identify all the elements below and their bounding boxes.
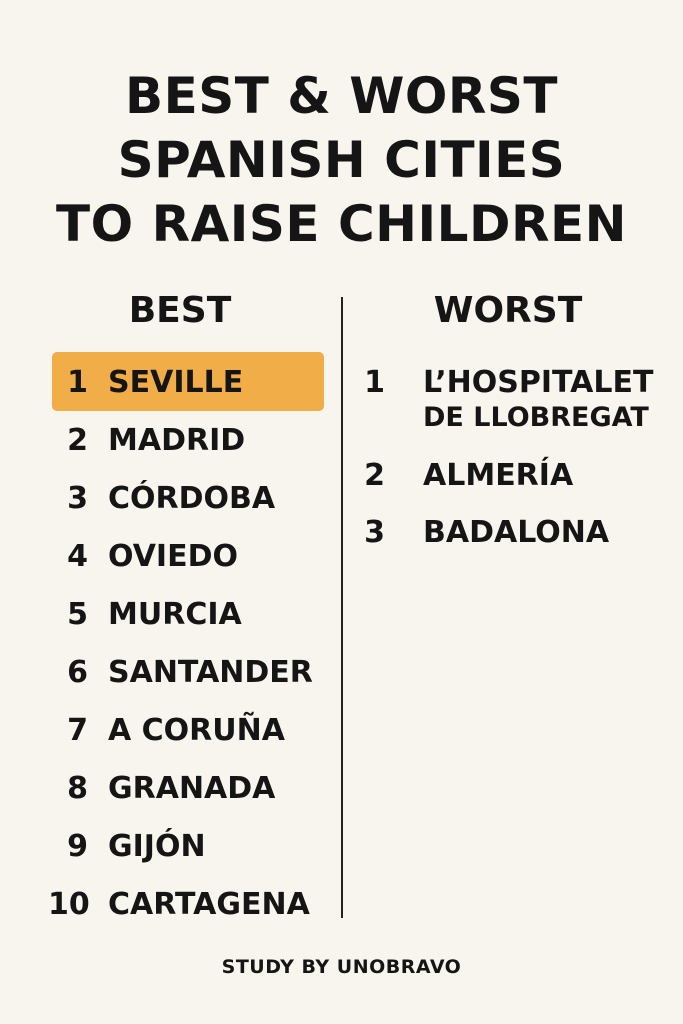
column-divider xyxy=(341,297,343,918)
city-name: L’HOSPITALET xyxy=(423,365,654,400)
rank-number: 1 xyxy=(364,365,385,400)
rank-number: 10 xyxy=(48,887,90,922)
rank-number: 3 xyxy=(364,515,385,550)
city-name: BADALONA xyxy=(423,515,610,550)
rank-number: 3 xyxy=(67,481,88,516)
title-line-2: SPANISH CITIES xyxy=(117,131,566,189)
city-name: SEVILLE xyxy=(108,365,244,400)
title-line-1: BEST & WORST xyxy=(124,67,559,125)
city-name: GIJÓN xyxy=(108,829,206,864)
city-name: CARTAGENA xyxy=(108,887,310,922)
best-heading: BEST xyxy=(128,290,232,331)
city-name: GRANADA xyxy=(108,771,276,806)
top-rank-highlight xyxy=(52,352,324,411)
city-name: CÓRDOBA xyxy=(108,481,276,516)
city-name-line-2: DE LLOBREGAT xyxy=(423,402,649,433)
city-name: MURCIA xyxy=(108,597,242,632)
rank-number: 6 xyxy=(67,655,88,690)
city-name: OVIEDO xyxy=(108,539,238,574)
city-name: ALMERÍA xyxy=(423,458,574,493)
title-line-3: TO RAISE CHILDREN xyxy=(56,195,627,253)
city-name: MADRID xyxy=(108,423,246,458)
rank-number: 9 xyxy=(67,829,88,864)
rank-number: 8 xyxy=(67,771,88,806)
worst-heading: WORST xyxy=(433,290,583,331)
rank-number: 2 xyxy=(67,423,88,458)
rank-number: 4 xyxy=(67,539,88,574)
city-name: A CORUÑA xyxy=(108,713,285,748)
rank-number: 5 xyxy=(67,597,88,632)
city-name: SANTANDER xyxy=(108,655,313,690)
rank-number: 2 xyxy=(364,458,385,493)
rank-number: 1 xyxy=(67,365,88,400)
source-credit: STUDY BY UNOBRAVO xyxy=(221,956,462,978)
page-title: BEST & WORST SPANISH CITIES TO RAISE CHI… xyxy=(0,64,683,256)
rank-number: 7 xyxy=(67,713,88,748)
